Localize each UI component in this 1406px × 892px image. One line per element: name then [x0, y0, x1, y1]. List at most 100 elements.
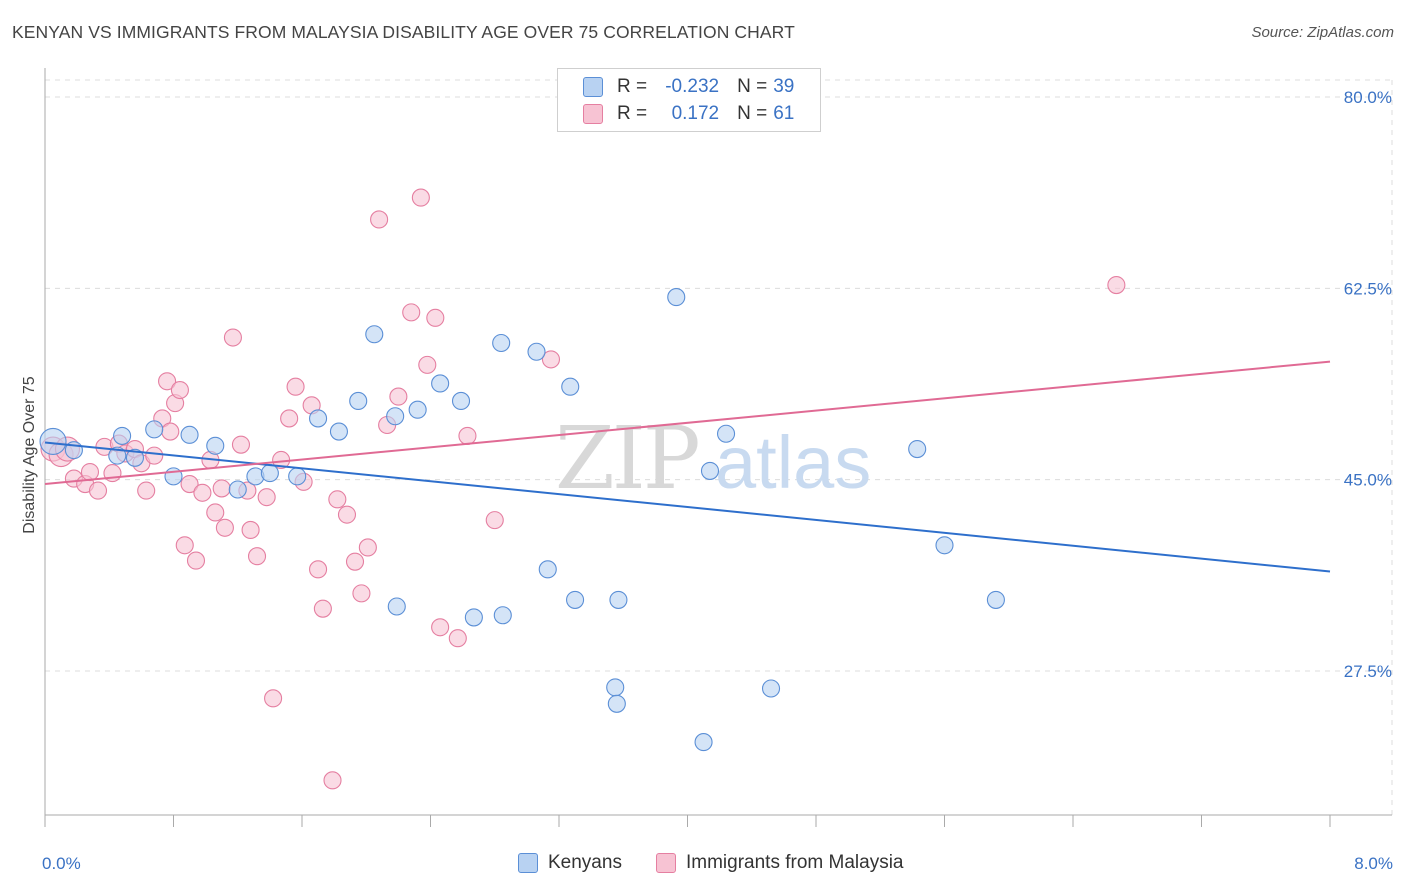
- kenyan-point: [493, 606, 512, 625]
- legend-row-malaysia: R = 0.172 N = 61: [558, 102, 794, 126]
- malaysia-point: [88, 481, 108, 500]
- malaysia-point: [264, 689, 283, 708]
- kenyan-point: [716, 424, 736, 443]
- legend-n-value: 61: [773, 103, 795, 124]
- malaysia-point: [358, 538, 377, 557]
- malaysia-point: [541, 350, 561, 369]
- malaysia-point: [389, 387, 408, 406]
- kenyan-point: [386, 407, 405, 426]
- watermark-zip: ZIP: [555, 409, 698, 509]
- kenyan-point: [206, 436, 225, 455]
- chart-title: KENYAN VS IMMIGRANTS FROM MALAYSIA DISAB…: [12, 22, 795, 42]
- kenyan-point: [667, 288, 686, 307]
- legend-r-label: R =: [617, 76, 648, 97]
- kenyan-point: [538, 560, 557, 579]
- malaysia-point: [145, 446, 164, 465]
- y-axis-label: Disability Age Over 75: [21, 376, 38, 534]
- kenyan-point: [180, 425, 199, 444]
- malaysia-point: [448, 629, 467, 648]
- legend-swatch-malaysia: [583, 104, 603, 124]
- malaysia-point: [345, 552, 365, 571]
- bottom-legend-label-malaysia: Immigrants from Malaysia: [686, 852, 904, 873]
- kenyan-point: [694, 733, 713, 752]
- kenyan-point: [145, 420, 164, 439]
- bottom-legend-malaysia: Immigrants from Malaysia: [656, 852, 904, 874]
- malaysia-point: [186, 551, 206, 570]
- malaysia-point: [1107, 276, 1126, 295]
- stats-legend: R = -0.232 N = 39 R = 0.172 N = 61: [557, 68, 821, 132]
- kenyan-point: [566, 590, 585, 609]
- malaysia-point: [161, 422, 180, 441]
- legend-row-kenyans: R = -0.232 N = 39: [558, 75, 794, 99]
- source-label: Source: ZipAtlas.com: [1251, 24, 1394, 41]
- kenyan-point: [609, 590, 628, 609]
- malaysia-trend-line: [44, 360, 1331, 486]
- y-tick-label: 62.5%: [1344, 279, 1392, 298]
- malaysia-point: [158, 372, 177, 391]
- malaysia-point: [337, 505, 357, 524]
- legend-n-value: 39: [773, 76, 795, 97]
- kenyan-point: [228, 480, 247, 499]
- kenyan-point: [607, 694, 626, 713]
- watermark-atlas: atlas: [715, 421, 871, 504]
- malaysia-point: [193, 483, 212, 502]
- x-tick-label: 8.0%: [1354, 854, 1393, 873]
- malaysia-point: [206, 503, 225, 522]
- malaysia-point: [411, 188, 430, 207]
- malaysia-point: [231, 435, 251, 454]
- legend-r-value: 0.172: [671, 103, 720, 124]
- kenyan-point: [761, 679, 781, 698]
- malaysia-point: [180, 474, 199, 494]
- kenyan-point: [309, 409, 328, 428]
- malaysia-point: [80, 462, 100, 482]
- malaysia-point: [352, 584, 371, 603]
- bottom-legend-swatch-kenyans: [518, 853, 538, 873]
- kenyan-point: [986, 590, 1005, 609]
- malaysia-point: [328, 490, 347, 509]
- malaysia-point: [418, 355, 437, 374]
- malaysia-point: [241, 520, 260, 540]
- bottom-legend-label-kenyans: Kenyans: [548, 852, 622, 873]
- kenyan-point: [451, 391, 471, 410]
- watermark: ZIP atlas: [555, 409, 871, 509]
- kenyan-point: [329, 422, 348, 441]
- malaysia-point: [431, 618, 450, 637]
- kenyan-point: [288, 467, 307, 486]
- malaysia-point: [257, 488, 276, 507]
- malaysia-point: [402, 303, 421, 322]
- bottom-legend-kenyans: Kenyans: [518, 852, 622, 874]
- y-tick-label: 80.0%: [1344, 88, 1392, 107]
- malaysia-point: [313, 599, 332, 618]
- malaysia-point: [280, 409, 299, 428]
- kenyan-points: [39, 288, 1005, 752]
- kenyan-point: [492, 333, 511, 353]
- malaysia-point: [170, 380, 189, 400]
- kenyan-point: [125, 448, 144, 467]
- malaysia-point: [485, 511, 504, 530]
- kenyan-point: [108, 446, 127, 465]
- kenyan-point: [527, 342, 546, 361]
- tick-labels: 80.0% 62.5% 45.0% 27.5% 0.0% 8.0%: [42, 88, 1393, 873]
- malaysia-point: [286, 377, 305, 396]
- malaysia-point: [175, 536, 194, 555]
- kenyan-point: [408, 400, 427, 419]
- kenyan-point: [908, 440, 927, 459]
- x-tick-label: 0.0%: [42, 854, 81, 873]
- kenyan-point: [606, 678, 625, 697]
- legend-n-label: N =: [737, 103, 768, 124]
- kenyan-point: [349, 391, 368, 410]
- legend-r-label: R =: [617, 103, 648, 124]
- malaysia-point: [309, 560, 328, 579]
- legend-n-label: N =: [737, 76, 768, 97]
- kenyan-point: [260, 464, 279, 483]
- malaysia-point: [215, 518, 234, 537]
- y-tick-label: 45.0%: [1344, 471, 1392, 490]
- malaysia-point: [458, 426, 477, 445]
- malaysia-point: [247, 547, 267, 566]
- malaysia-point: [370, 210, 389, 229]
- kenyan-point: [39, 427, 67, 455]
- trend-lines: [44, 360, 1331, 573]
- malaysia-point: [223, 328, 242, 347]
- malaysia-points: [40, 188, 1126, 790]
